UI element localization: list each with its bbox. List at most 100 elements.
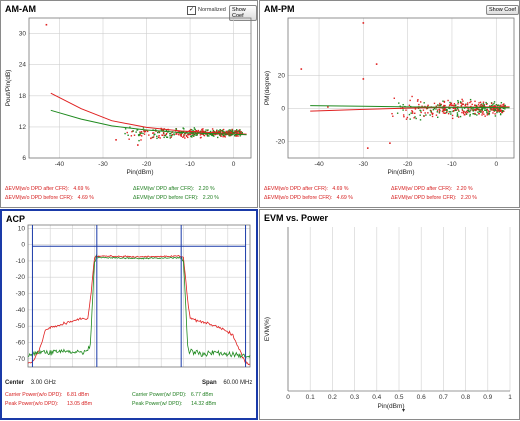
x-tick-label: 0.3	[350, 394, 359, 401]
scatter-point	[231, 128, 233, 131]
y-tick-label: -70	[16, 356, 26, 363]
scatter-point	[142, 132, 144, 135]
scatter-point	[484, 107, 486, 110]
scatter-point	[184, 132, 186, 135]
scatter-point	[456, 113, 459, 116]
acp-title: ACP	[6, 214, 26, 224]
scatter-point	[498, 109, 500, 111]
scatter-point	[124, 128, 127, 130]
scatter-point	[482, 111, 484, 113]
scatter-point	[492, 108, 495, 110]
scatter-point	[169, 137, 171, 139]
scatter-point	[439, 102, 441, 105]
scatter-point	[218, 130, 220, 132]
scatter-point	[219, 134, 221, 136]
scatter-point	[224, 134, 226, 136]
stat-label: ΔEVM(w/o DPD after CFR):	[264, 186, 328, 192]
scatter-point	[492, 109, 494, 111]
y-tick-label: -20	[16, 274, 26, 281]
show-coef-button[interactable]: Show Coef	[486, 5, 519, 15]
acp-chart[interactable]: 10 0 -10 -20 -30 -40 -50 -60 -70	[2, 211, 256, 418]
normalized-checkbox[interactable]: ✓	[187, 6, 196, 15]
scatter-point	[241, 132, 243, 134]
scatter-point	[444, 107, 446, 110]
scatter-point	[457, 99, 459, 102]
y-tick-label: -20	[276, 139, 286, 146]
y-axis-label: EVM(%)	[264, 317, 271, 341]
scatter-point	[453, 103, 456, 105]
scatter-point	[496, 107, 498, 110]
scatter-point	[133, 134, 136, 136]
scatter-point	[484, 109, 486, 111]
scatter-point	[218, 131, 220, 133]
scatter-point	[413, 117, 415, 119]
scatter-point	[194, 131, 196, 134]
scatter-point	[503, 105, 505, 107]
scatter-point	[469, 115, 471, 117]
y-tick-label: -30	[16, 291, 26, 298]
scatter-point	[235, 130, 238, 132]
scatter-point	[422, 109, 425, 111]
scatter-point	[161, 134, 163, 136]
stat-label: ΔEVM(w/ DPD after CFR):	[391, 186, 453, 192]
scatter-point	[498, 107, 501, 110]
scatter-point	[457, 101, 460, 104]
scatter-point	[229, 129, 232, 131]
show-coef-button[interactable]: Show Coef	[229, 5, 257, 21]
scatter-point	[45, 23, 48, 26]
scatter-point	[212, 134, 214, 137]
am-am-chart[interactable]: -40 -30 -20 -10 0 30 24 18 12 6 Pin(dBm) Pout/Pin(d…	[1, 1, 259, 209]
scatter-point	[429, 114, 431, 116]
y-axis-label: Pout/Pin(dB)	[5, 70, 12, 107]
scatter-point	[408, 104, 411, 107]
scatter-point	[480, 103, 482, 106]
scatter-point	[487, 112, 489, 115]
scatter-point	[467, 111, 469, 114]
scatter-point	[474, 100, 476, 103]
scatter-point	[469, 107, 472, 109]
scatter-point	[486, 111, 488, 113]
scatter-point	[409, 118, 411, 120]
peak-power-w-value: 14.32 dBm	[191, 401, 217, 407]
scatter-point	[420, 101, 422, 103]
evm-chart[interactable]: 0 0.1 0.2 0.3 0.4 0.5 0.6 0.7 0.8 0.9 1Pin(dBm)EVM…	[260, 210, 520, 421]
scatter-point	[466, 103, 469, 106]
scatter-point	[483, 104, 485, 107]
stat-value: 4.69 %	[332, 186, 349, 192]
scatter-point	[502, 104, 504, 106]
scatter-point	[484, 115, 486, 117]
scatter-point	[474, 104, 476, 107]
scatter-point	[501, 110, 504, 113]
scatter-point	[449, 107, 451, 109]
scatter-point	[480, 105, 482, 107]
scatter-point	[238, 130, 241, 132]
scatter-point	[187, 133, 189, 136]
scatter-point	[171, 134, 173, 137]
scatter-point	[186, 131, 188, 133]
scatter-point	[202, 128, 204, 130]
x-axis-dropdown-icon[interactable]: ▾	[402, 408, 406, 414]
scatter-point	[485, 103, 488, 105]
scatter-point	[460, 102, 463, 104]
scatter-point	[195, 134, 197, 136]
scatter-point	[138, 134, 140, 137]
spectrum-trace	[27, 254, 251, 359]
scatter-point	[451, 104, 454, 106]
scatter-point	[471, 109, 474, 111]
scatter-point	[444, 112, 447, 114]
scatter-point	[140, 139, 142, 141]
scatter-point	[222, 128, 225, 131]
scatter-point	[462, 112, 465, 114]
scatter-point	[184, 137, 186, 139]
scatter-point	[457, 108, 459, 110]
scatter-point	[482, 105, 485, 107]
scatter-point	[183, 135, 185, 138]
scatter-point	[396, 112, 399, 114]
scatter-point	[144, 131, 146, 133]
scatter-point	[214, 131, 216, 133]
y-tick-label: 6	[22, 155, 26, 162]
scatter-point	[471, 108, 473, 110]
scatter-point	[437, 104, 439, 106]
scatter-point	[213, 133, 215, 135]
